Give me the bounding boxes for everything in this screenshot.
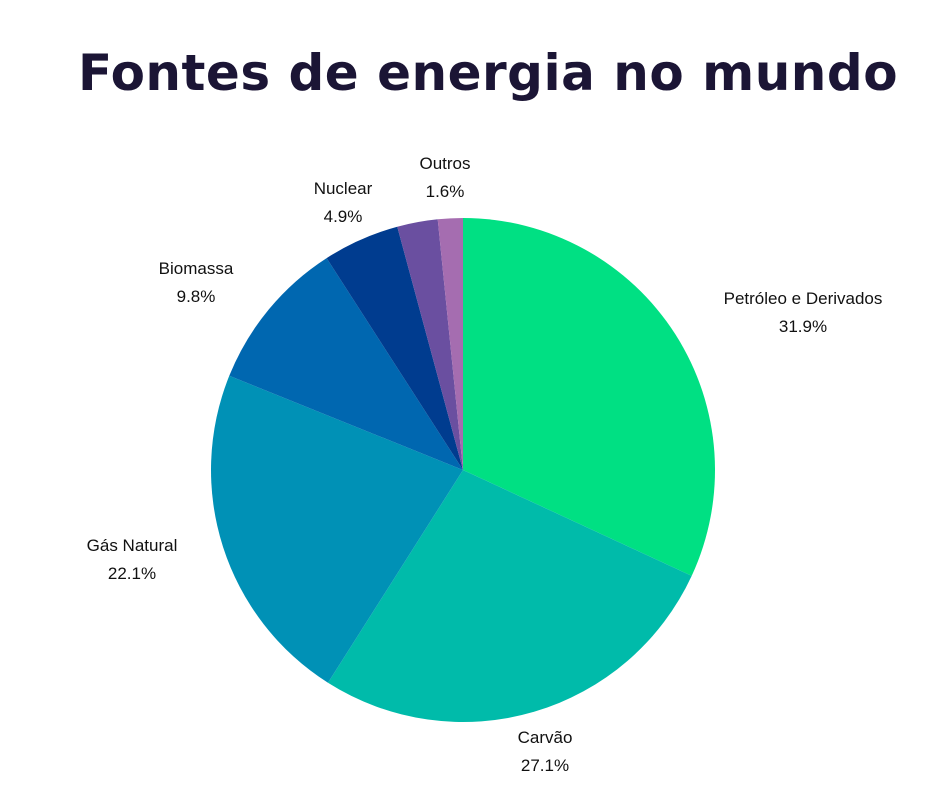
slice-label-nuclear: Nuclear 4.9%	[313, 179, 373, 226]
slice-label-biomassa: Biomassa 9.8%	[158, 259, 234, 306]
pie-slice-carv-o	[327, 470, 692, 722]
pie-slice-petr-leo-e-derivados	[463, 218, 716, 576]
pie-slice-nuclear	[326, 226, 463, 470]
pie-slice-unlabeled	[397, 219, 463, 470]
pie-slice-biomassa	[229, 258, 463, 470]
slice-label-outros: Outros 1.6%	[419, 154, 471, 201]
pie-slice-outros	[437, 218, 463, 470]
slice-label-carvao: Carvão 27.1%	[517, 728, 573, 775]
slice-label-gas-natural: Gás Natural 22.1%	[86, 536, 178, 583]
slice-label-petroleo: Petróleo e Derivados 31.9%	[723, 289, 883, 336]
chart-title: Fontes de energia no mundo	[77, 44, 899, 102]
pie-slice-g-s-natural	[211, 375, 463, 683]
